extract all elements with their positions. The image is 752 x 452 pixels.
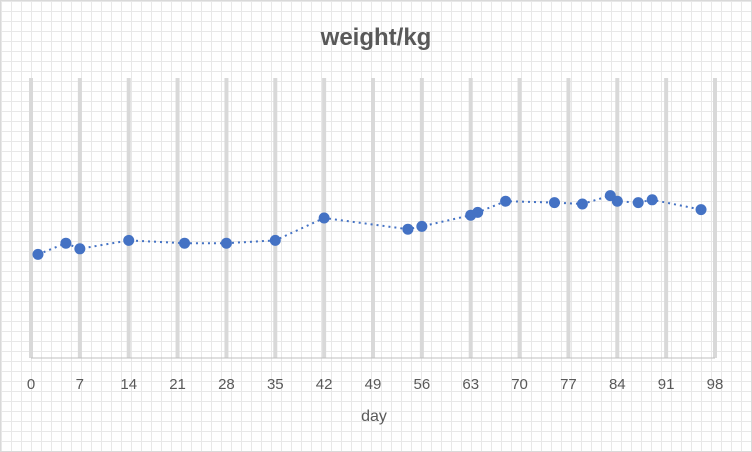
data-point-0 bbox=[32, 248, 44, 260]
data-point-7 bbox=[318, 212, 330, 224]
chart-title: weight/kg bbox=[320, 24, 432, 51]
x-tick-label: 49 bbox=[365, 376, 382, 393]
data-point-6 bbox=[269, 234, 281, 246]
data-point-3 bbox=[123, 234, 135, 246]
x-tick-label: 77 bbox=[560, 376, 577, 393]
x-tick-label: 84 bbox=[609, 376, 626, 393]
x-axis-title: day bbox=[361, 408, 387, 425]
x-tick-label: 42 bbox=[316, 376, 333, 393]
data-point-12 bbox=[500, 195, 512, 207]
x-tick-label: 14 bbox=[120, 376, 137, 393]
data-point-9 bbox=[416, 220, 428, 232]
x-tick-label: 21 bbox=[169, 376, 186, 393]
data-point-8 bbox=[402, 223, 414, 235]
data-point-1 bbox=[60, 237, 72, 249]
data-point-13 bbox=[548, 197, 560, 209]
x-tick-label: 91 bbox=[658, 376, 675, 393]
x-tick-label: 0 bbox=[27, 376, 35, 393]
x-tick-label: 70 bbox=[511, 376, 528, 393]
data-point-11 bbox=[472, 206, 484, 218]
data-point-18 bbox=[646, 194, 658, 206]
x-tick-label: 35 bbox=[267, 376, 284, 393]
x-tick-label: 63 bbox=[462, 376, 479, 393]
data-points bbox=[32, 190, 707, 260]
x-tick-labels: 0 7 14 21 28 35 42 49 56 63 70 77 84 91 98 bbox=[27, 376, 724, 393]
data-point-5 bbox=[220, 237, 232, 249]
x-tick-label: 98 bbox=[707, 376, 724, 393]
gridlines bbox=[29, 78, 717, 358]
x-tick-label: 56 bbox=[414, 376, 431, 393]
x-tick-label: 7 bbox=[76, 376, 84, 393]
data-point-19 bbox=[695, 204, 707, 216]
data-point-17 bbox=[632, 197, 644, 209]
data-point-14 bbox=[576, 198, 588, 210]
data-point-2 bbox=[74, 243, 86, 255]
data-point-16 bbox=[611, 195, 623, 207]
data-point-4 bbox=[179, 237, 191, 249]
series-line bbox=[37, 194, 702, 256]
x-tick-label: 28 bbox=[218, 376, 235, 393]
